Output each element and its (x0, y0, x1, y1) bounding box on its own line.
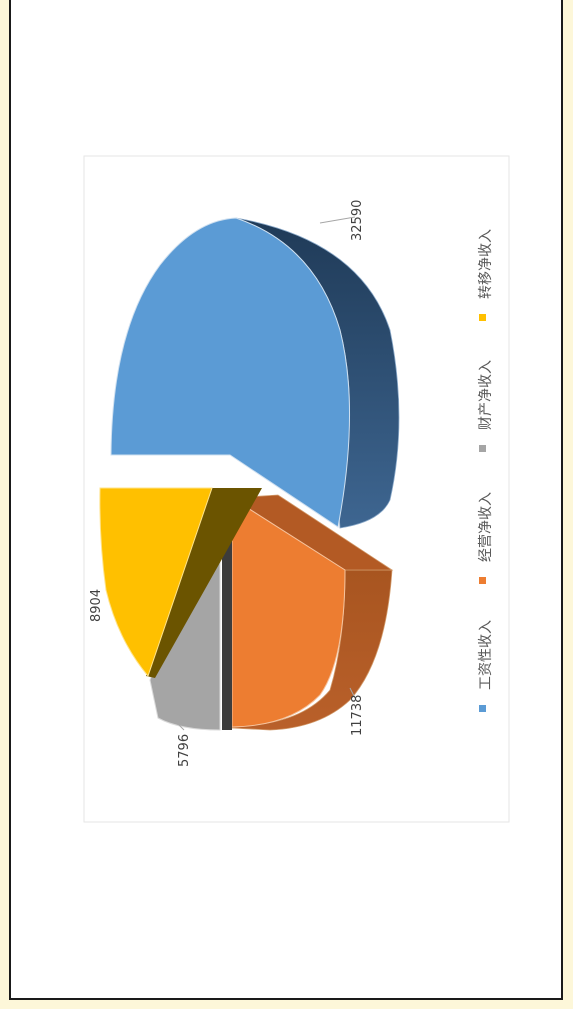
slice-transfer-edge (146, 488, 262, 678)
leader-line-wages (319, 216, 356, 224)
legend-label-wages: 工资性收入 (478, 620, 494, 690)
data-label-business: 11738 (350, 695, 365, 736)
slice-business-edge (222, 498, 232, 730)
legend-marker-property (479, 445, 486, 452)
legend-marker-wages (479, 705, 486, 712)
data-label-transfer: 8904 (89, 589, 104, 622)
legend-marker-business (479, 577, 486, 584)
legend-label-property: 财产净收入 (478, 360, 494, 430)
legend-marker-transfer (479, 314, 486, 321)
slice-business (222, 494, 394, 731)
slice-wages-top (110, 217, 351, 528)
legend-label-business: 经营净收入 (478, 492, 494, 562)
data-label-wages: 32590 (350, 200, 365, 241)
slice-business-top (231, 497, 346, 728)
slice-transfer-top (99, 487, 213, 678)
leader-line-business (349, 687, 357, 701)
slice-transfer (99, 487, 262, 678)
slice-wages (110, 217, 400, 529)
legend: 工资性收入 经营净收入 财产净收入 转移净收入 (478, 229, 494, 712)
leader-line-property (177, 723, 185, 731)
data-label-property: 5796 (177, 734, 192, 767)
legend-label-transfer: 转移净收入 (478, 229, 494, 299)
